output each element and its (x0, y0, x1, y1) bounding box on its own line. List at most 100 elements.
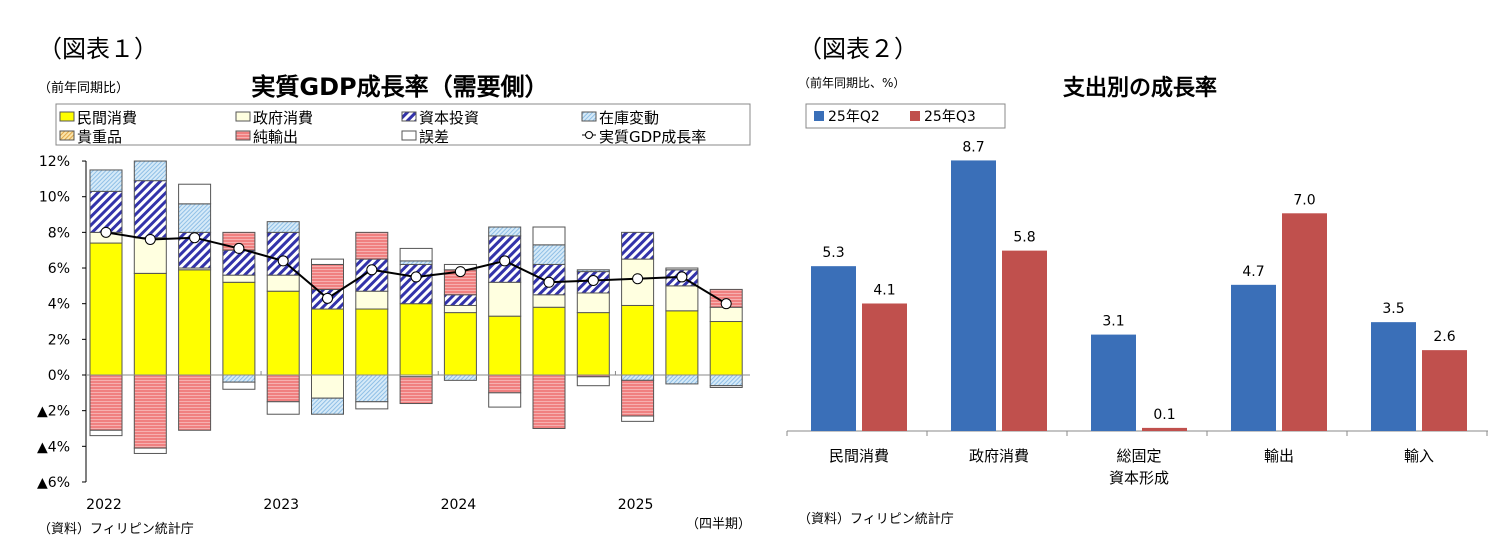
legend-swatch-err (401, 130, 417, 141)
legend-swatch-stock (581, 111, 597, 122)
chart2-legend: 25年Q2 25年Q3 (805, 103, 1006, 129)
x-year-label: 2023 (263, 497, 299, 513)
bar-segment-nx (311, 263, 344, 290)
gdp-growth-point (587, 275, 599, 287)
legend-label: 在庫変動 (599, 109, 659, 127)
bar-segment-inv (222, 249, 256, 276)
bar-q2 (1091, 334, 1136, 431)
bar-segment-err (311, 258, 344, 265)
bar-segment-inv (443, 294, 477, 306)
bar-segment-cons (355, 308, 389, 376)
bar-segment-cons (222, 281, 256, 376)
x-year-label: 2022 (86, 497, 122, 513)
bar-segment-gov (576, 292, 610, 314)
chart1-xlabel: （四半期） (686, 517, 751, 532)
bar-segment-cons (709, 321, 743, 376)
legend-line-marker (585, 131, 593, 139)
data-label: 8.7 (962, 139, 984, 155)
legend-label: 誤差 (419, 128, 449, 146)
legend-swatch-val (59, 130, 75, 141)
bar-segment-inv (621, 231, 655, 260)
bar-segment-cons (532, 306, 566, 376)
bar-segment-inv (133, 180, 167, 239)
bar-segment-cons (311, 308, 344, 376)
bar-segment-cons (621, 304, 655, 376)
bar-segment-stock (665, 374, 699, 385)
bar-segment-inv (399, 263, 433, 305)
bar-segment-stock (532, 244, 566, 265)
bar-q3 (862, 303, 907, 431)
bar-segment-stock (488, 226, 522, 237)
bar-segment-cons (399, 303, 433, 376)
bar-segment-stock (266, 221, 300, 233)
bar-segment-gov (222, 274, 256, 283)
bar-q3 (1142, 427, 1187, 431)
data-label: 5.3 (822, 245, 844, 261)
bar-q3 (1282, 213, 1327, 431)
bar-segment-nx (488, 374, 522, 394)
legend-label: 民間消費 (77, 109, 137, 127)
bar-segment-err (488, 392, 522, 408)
data-label: 3.1 (1102, 314, 1124, 330)
gdp-growth-point (410, 271, 422, 283)
bar-segment-inv (266, 231, 300, 276)
bar-segment-cons (133, 272, 167, 376)
bar-segment-nx (443, 269, 477, 296)
chart1-plot: ▲6% ▲4% ▲2% 0% 2% 4% 6% 8% 10% 12% 2022 2023 2024 202… (37, 154, 750, 513)
legend-label: 25年Q2 (828, 109, 880, 125)
bar-q2 (1231, 284, 1276, 431)
bar-q2 (811, 266, 856, 431)
bar-segment-stock (709, 374, 743, 387)
bar-segment-gov (266, 274, 300, 292)
x-category-label: 資本形成 (1109, 469, 1169, 487)
bar-segment-gov (709, 306, 743, 323)
y-tick-label: ▲4% (37, 439, 70, 455)
bar-segment-cons (178, 269, 212, 376)
y-tick-label: 10% (39, 190, 70, 206)
bar-segment-nx (266, 374, 300, 403)
bar-segment-nx (621, 379, 655, 417)
gdp-growth-point (322, 292, 333, 304)
data-label: 2.6 (1433, 329, 1455, 345)
bar-segment-err (576, 376, 610, 387)
legend-swatch (910, 111, 920, 121)
bar-segment-nx (133, 374, 167, 449)
bar-segment-stock (355, 374, 389, 403)
bar-segment-err (355, 401, 389, 410)
bar-segment-gov (488, 281, 522, 317)
figure1-label: （図表１） (38, 35, 158, 63)
bar-segment-gov (665, 285, 699, 312)
bar-segment-err (178, 183, 212, 205)
data-label: 4.7 (1242, 264, 1264, 280)
y-tick-label: 0% (48, 368, 70, 384)
bar-segment-err (399, 247, 433, 262)
y-tick-label: ▲2% (37, 404, 70, 420)
legend-swatch-nx (235, 130, 251, 141)
x-year-label: 2024 (441, 497, 477, 513)
figure2-label: （図表２） (798, 35, 918, 63)
gdp-growth-point (366, 264, 378, 276)
legend-swatch (814, 111, 824, 121)
data-label: 0.1 (1153, 407, 1175, 423)
bar-segment-nx (355, 231, 389, 260)
bar-segment-err (222, 381, 256, 390)
bar-segment-err (266, 401, 300, 415)
legend-label: 政府消費 (253, 109, 313, 127)
chart1-ylabel: （前年同期比） (38, 80, 129, 96)
data-label: 4.1 (873, 282, 895, 298)
bar-segment-nx (399, 376, 433, 405)
bar-segment-inv (89, 190, 123, 233)
data-label: 3.5 (1382, 301, 1404, 317)
x-category-label: 総固定 (1116, 447, 1161, 465)
bar-q3 (1002, 250, 1047, 431)
gdp-growth-point (454, 266, 466, 278)
gdp-growth-point (543, 276, 555, 288)
x-category-label: 輸出 (1264, 447, 1294, 465)
bar-segment-err (665, 267, 699, 271)
chart1-source: （資料）フィリピン統計庁 (38, 521, 194, 537)
gdp-growth-point (189, 232, 201, 244)
bar-q2 (1371, 322, 1416, 431)
chart2-ylabel: （前年同期比、%） (798, 75, 905, 90)
